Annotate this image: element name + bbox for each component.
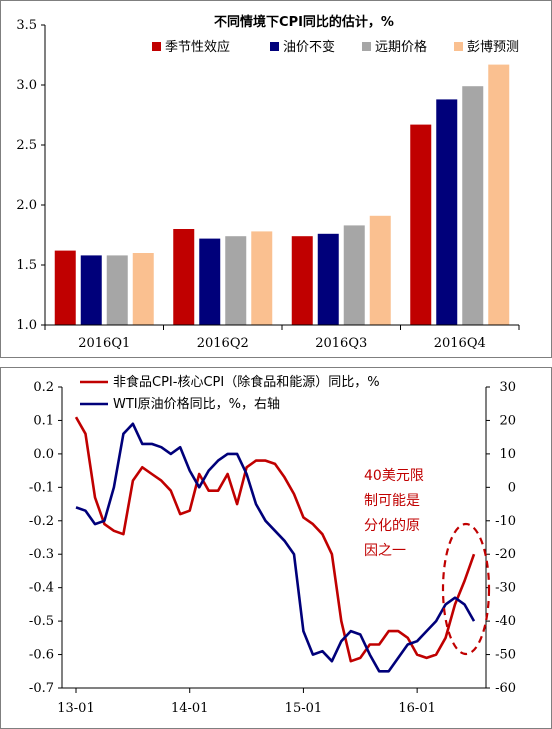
- bar: [369, 215, 391, 325]
- bar-y-tick-label: 3.5: [16, 18, 37, 33]
- legend-label: WTI原油价格同比，%，右轴: [113, 396, 280, 412]
- line-left-tick-label: 0.1: [33, 413, 54, 428]
- bar-x-tick-label: 2016Q4: [434, 336, 486, 351]
- bar: [106, 255, 128, 325]
- legend-label: 季节性效应: [165, 39, 230, 55]
- line-right-tick-label: 30: [499, 380, 516, 395]
- legend-label: 远期价格: [375, 39, 427, 55]
- line-right-tick-label: 10: [499, 447, 516, 462]
- bar: [54, 250, 76, 325]
- bar-x-tick-label: 2016Q3: [315, 336, 367, 351]
- line-chart-legend: 非食品CPI-核心CPI（除食品和能源）同比，% WTI原油价格同比，%，右轴: [80, 374, 380, 412]
- bar-y-tick-label: 2.0: [16, 198, 37, 213]
- line-chart-x-axis: 13-01 14-01 15-01 16-01: [57, 687, 486, 716]
- line-x-tick-label: 14-01: [171, 701, 208, 716]
- bar: [462, 86, 484, 325]
- line-left-tick-label: -0.7: [29, 681, 54, 696]
- bar-x-tick-label: 2016Q2: [197, 336, 249, 351]
- line-right-tick-label: -20: [495, 547, 516, 562]
- line-chart-right-axis: 30 20 10 0 -10 -20 -30 -40 -50 -60: [485, 380, 516, 696]
- bar: [173, 229, 195, 325]
- line-left-tick-label: -0.3: [29, 547, 54, 562]
- bar: [410, 124, 432, 325]
- bar-chart-y-axis: 1.0 1.5 2.0 2.5 3.0 3.5: [16, 18, 46, 333]
- line-chart-plot: [74, 416, 476, 673]
- bar: [251, 231, 273, 325]
- bar-chart-legend: 季节性效应 油价不变 远期价格 彭博预测: [152, 39, 519, 55]
- bar-y-tick-label: 1.5: [16, 258, 37, 273]
- line-chart-panel: 非食品CPI-核心CPI（除食品和能源）同比，% WTI原油价格同比，%，右轴 0…: [0, 367, 552, 729]
- line-x-tick-label: 16-01: [398, 701, 435, 716]
- bar: [436, 99, 458, 326]
- series-line-wti: [75, 422, 476, 673]
- annotation-ellipse: [441, 522, 491, 656]
- bar-x-tick-label: 2016Q1: [78, 336, 130, 351]
- line-left-tick-label: -0.6: [29, 648, 54, 663]
- bar: [343, 225, 365, 325]
- legend-swatch: [454, 42, 463, 51]
- bar-chart-plot: [54, 64, 510, 326]
- bar-chart-title: 不同情境下CPI同比的估计，%: [214, 14, 394, 30]
- line-right-tick-label: -30: [495, 581, 516, 596]
- bar-y-tick-label: 1.0: [16, 318, 37, 333]
- line-left-tick-label: -0.2: [29, 514, 54, 529]
- line-chart-left-axis: 0.2 0.1 0.0 -0.1 -0.2 -0.3 -0.4 -0.5 -0.6 -0.7: [29, 380, 63, 696]
- line-right-tick-label: 0: [508, 480, 516, 495]
- bar: [80, 255, 102, 325]
- legend-label: 非食品CPI-核心CPI（除食品和能源）同比，%: [113, 374, 380, 390]
- line-right-tick-label: -60: [495, 681, 516, 696]
- line-left-tick-label: -0.4: [29, 581, 54, 596]
- line-right-tick-label: -40: [495, 614, 516, 629]
- line-x-tick-label: 15-01: [285, 701, 322, 716]
- line-left-tick-label: -0.5: [29, 614, 54, 629]
- line-x-tick-label: 13-01: [57, 701, 94, 716]
- bar: [291, 236, 313, 325]
- series-line-cpi-diff: [74, 416, 476, 663]
- legend-swatch: [270, 42, 279, 51]
- bar: [317, 233, 339, 325]
- bar: [199, 238, 221, 325]
- line-chart-frame: [0, 367, 552, 729]
- legend-label: 彭博预测: [467, 40, 519, 55]
- annotation-text-line: 分化的原: [364, 518, 420, 534]
- line-right-tick-label: 20: [499, 413, 516, 428]
- bar-chart-x-axis: 2016Q1 2016Q2 2016Q3 2016Q4: [44, 324, 520, 351]
- line-left-tick-label: 0.0: [33, 447, 54, 462]
- legend-swatch: [152, 42, 161, 51]
- line-left-tick-label: -0.1: [29, 480, 54, 495]
- line-right-tick-label: -50: [495, 648, 516, 663]
- bar-y-tick-label: 3.0: [16, 78, 37, 93]
- line-right-tick-label: -10: [495, 514, 516, 529]
- annotation-text-line: 40美元限: [364, 468, 424, 484]
- bar: [488, 64, 510, 325]
- legend-label: 油价不变: [283, 39, 335, 55]
- bar-y-tick-label: 2.5: [16, 138, 37, 153]
- legend-swatch: [362, 42, 371, 51]
- annotation-text-line: 制可能是: [364, 493, 420, 509]
- bar: [132, 253, 154, 325]
- annotation-text-line: 因之一: [364, 543, 406, 559]
- bar-chart-panel: 不同情境下CPI同比的估计，% 季节性效应 油价不变 远期价格 彭博预测 1.0 1.5…: [0, 0, 552, 358]
- bar: [225, 236, 247, 325]
- line-left-tick-label: 0.2: [33, 380, 54, 395]
